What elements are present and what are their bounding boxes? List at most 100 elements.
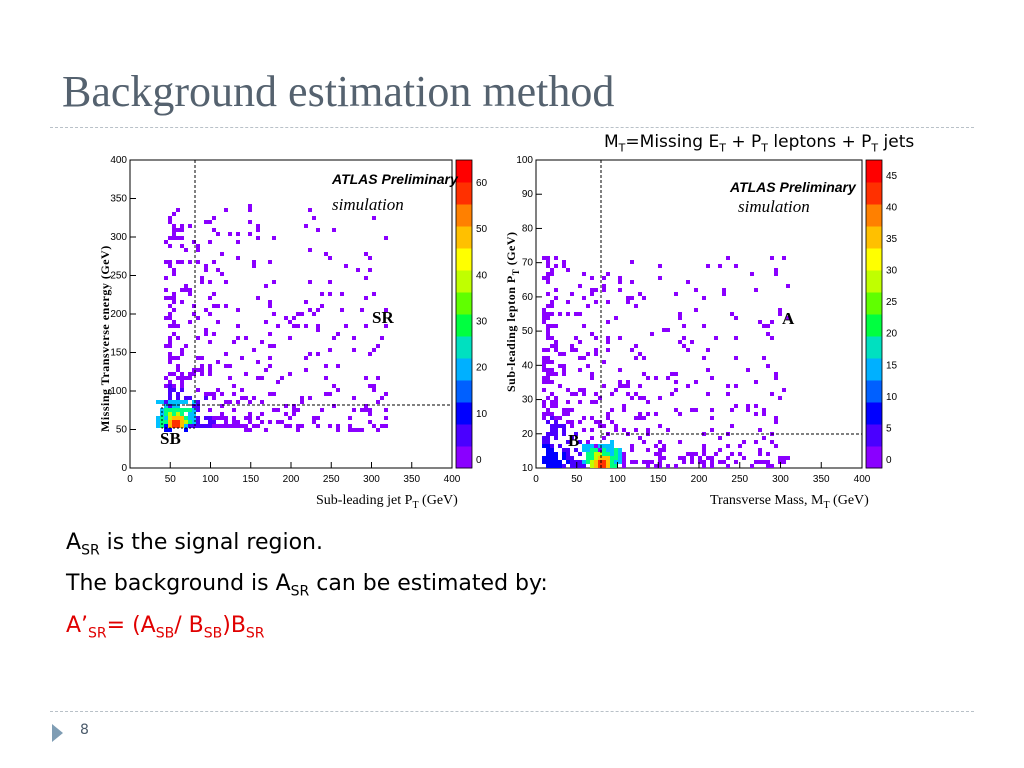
heatmap-cell <box>778 456 782 460</box>
y-tick-label: 250 <box>110 271 127 282</box>
heatmap-cell <box>196 404 200 408</box>
heatmap-cell <box>176 260 180 264</box>
y-tick-label: 70 <box>522 258 534 269</box>
heatmap-cell <box>774 416 778 420</box>
body-line-2: The background is ASR can be estimated b… <box>66 571 548 600</box>
heatmap-cell <box>554 400 558 404</box>
heatmap-cell <box>196 368 200 372</box>
heatmap-cell <box>324 376 328 380</box>
heatmap-cell <box>610 464 614 468</box>
heatmap-cell <box>558 364 562 368</box>
heatmap-cell <box>542 404 546 408</box>
heatmap-cell <box>546 380 550 384</box>
heatmap-cell <box>706 348 710 352</box>
heatmap-cell <box>758 448 762 452</box>
heatmap-cell <box>546 328 550 332</box>
heatmap-cell <box>642 356 646 360</box>
heatmap-cell <box>698 456 702 460</box>
heatmap-cell <box>638 396 642 400</box>
heatmap-cell <box>578 368 582 372</box>
heatmap-cell <box>180 372 184 376</box>
heatmap-cell <box>252 264 256 268</box>
heatmap-cell <box>710 456 714 460</box>
heatmap-cell <box>714 452 718 456</box>
heatmap-cell <box>208 392 212 396</box>
heatmap-cell <box>550 368 554 372</box>
heatmap-cell <box>216 304 220 308</box>
heatmap-cell <box>558 312 562 316</box>
x-tick-label: 350 <box>403 474 420 485</box>
heatmap-cell <box>200 356 204 360</box>
heatmap-cell <box>594 392 598 396</box>
heatmap-cell <box>626 380 630 384</box>
heatmap-cell <box>550 304 554 308</box>
body-text: ASR is the signal region. The background… <box>66 526 548 650</box>
heatmap-cell <box>352 396 356 400</box>
colorbar-segment <box>866 402 882 425</box>
heatmap-cell <box>610 448 614 452</box>
heatmap-cell <box>602 384 606 388</box>
left-x-axis-label: Sub-leading jet PT (GeV) <box>316 493 458 511</box>
heatmap-cell <box>542 412 546 416</box>
heatmap-cell <box>188 408 192 412</box>
heatmap-cell <box>164 408 168 412</box>
heatmap-cell <box>252 396 256 400</box>
heatmap-cell <box>188 420 192 424</box>
heatmap-cell <box>626 384 630 388</box>
heatmap-cell <box>706 264 710 268</box>
heatmap-cell <box>236 256 240 260</box>
heatmap-cell <box>172 308 176 312</box>
heatmap-cell <box>328 424 332 428</box>
heatmap-cell <box>360 308 364 312</box>
heatmap-cell <box>562 428 566 432</box>
heatmap-cell <box>594 444 598 448</box>
heatmap-cell <box>176 364 180 368</box>
heatmap-cell <box>168 384 172 388</box>
heatmap-cell <box>180 400 184 404</box>
heatmap-cell <box>304 224 308 228</box>
heatmap-cell <box>232 392 236 396</box>
heatmap-cell <box>682 456 686 460</box>
heatmap-cell <box>188 292 192 296</box>
heatmap-cell <box>160 400 164 404</box>
heatmap-cell <box>658 452 662 456</box>
x-tick-label: 250 <box>731 474 748 485</box>
heatmap-cell <box>172 224 176 228</box>
heatmap-cell <box>674 388 678 392</box>
colorbar-segment <box>866 182 882 205</box>
heatmap-cell <box>228 424 232 428</box>
heatmap-cell <box>192 304 196 308</box>
heatmap-cell <box>542 308 546 312</box>
heatmap-cell <box>212 332 216 336</box>
heatmap-cell <box>554 464 558 468</box>
heatmap-cell <box>260 412 264 416</box>
heatmap-cell <box>184 344 188 348</box>
heatmap-cell <box>216 232 220 236</box>
heatmap-cell <box>638 412 642 416</box>
heatmap-cell <box>316 308 320 312</box>
heatmap-cell <box>216 388 220 392</box>
heatmap-cell <box>196 400 200 404</box>
left-x-ticks: 0 50 100 150 200 250 300 350 400 <box>127 462 461 485</box>
heatmap-cell <box>232 384 236 388</box>
y-tick-label: 300 <box>110 232 127 243</box>
footer-divider <box>50 711 974 712</box>
heatmap-cell <box>180 352 184 356</box>
heatmap-cell <box>180 416 184 420</box>
heatmap-cell <box>172 320 176 324</box>
heatmap-cell <box>566 452 570 456</box>
heatmap-cell <box>300 400 304 404</box>
heatmap-cell <box>586 448 590 452</box>
heatmap-cell <box>770 440 774 444</box>
heatmap-cell <box>662 456 666 460</box>
heatmap-cell <box>594 348 598 352</box>
heatmap-cell <box>184 416 188 420</box>
heatmap-cell <box>710 416 714 420</box>
heatmap-cell <box>654 412 658 416</box>
heatmap-cell <box>156 400 160 404</box>
heatmap-cell <box>542 388 546 392</box>
heatmap-cell <box>674 408 678 412</box>
heatmap-cell <box>690 452 694 456</box>
heatmap-cell <box>340 308 344 312</box>
heatmap-cell <box>312 416 316 420</box>
